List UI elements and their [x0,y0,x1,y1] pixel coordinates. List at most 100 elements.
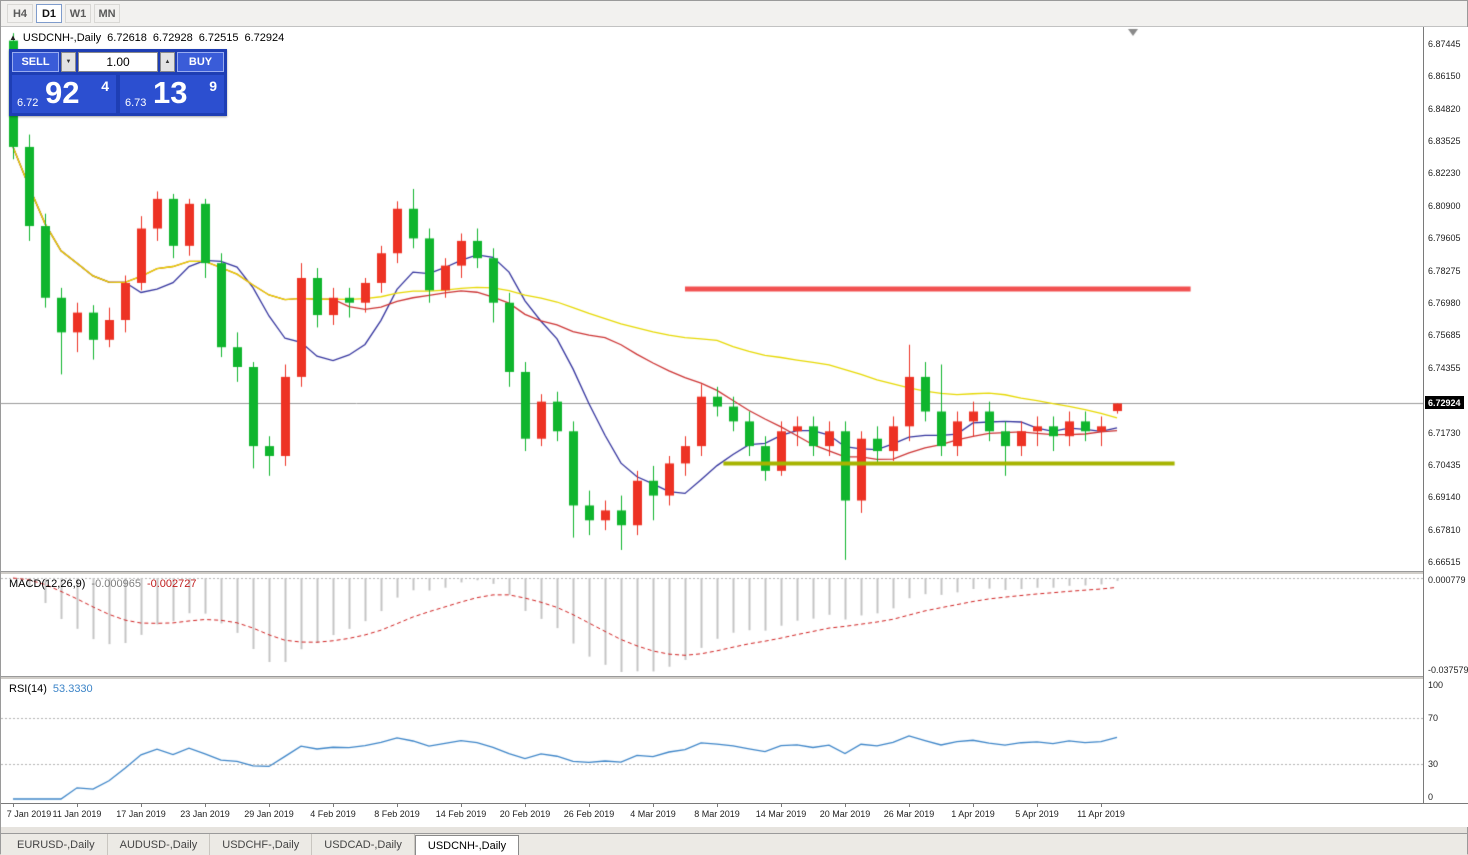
chart-window: 6.87445 6.86150 6.84820 6.83525 6.82230 6.809… [1,27,1468,827]
date-axis-tick [525,804,526,807]
chart-tab-audusd[interactable]: AUDUSD-,Daily [108,834,211,855]
date-axis-label: 4 Mar 2019 [630,809,676,819]
price-axis-label: 6.71730 [1428,428,1461,439]
date-axis-tick [1101,804,1102,807]
date-axis-label: 14 Mar 2019 [755,809,807,819]
price-axis-label: 6.66515 [1428,556,1461,567]
date-axis-label: 7 Jan 2019 [6,809,52,819]
panel-separator[interactable] [1,571,1468,574]
rsi-axis-label: 0 [1428,792,1434,802]
chart-tab-usdcad[interactable]: USDCAD-,Daily [312,834,415,855]
price-axis-label: 6.83525 [1428,136,1461,147]
date-axis[interactable]: 7 Jan 2019 11 Jan 2019 17 Jan 2019 23 Jan 2… [1,803,1468,827]
rsi-indicator-label: RSI(14) 53.3330 [9,683,93,695]
price-axis-label: 6.76980 [1428,298,1461,309]
date-axis-label: 29 Jan 2019 [244,809,294,819]
volume-input[interactable] [78,52,158,72]
buy-price-display[interactable]: 6.73 13 9 [120,75,224,113]
price-axis-label: 6.87445 [1428,39,1461,50]
ohlc-open-value: 6.72618 [107,32,147,44]
ohlc-high-value: 6.72928 [152,32,193,44]
sell-button[interactable]: SELL [12,52,59,72]
buy-price-big-digits: 13 [153,75,188,110]
date-axis-label: 14 Feb 2019 [435,809,487,819]
date-axis-label: 23 Jan 2019 [180,809,230,819]
chart-symbol-label: USDCNH-,Daily [22,32,102,44]
price-axis-label: 6.75685 [1428,330,1461,341]
chart-tab-usdchf[interactable]: USDCHF-,Daily [210,834,313,855]
panel-separator[interactable] [1,676,1468,679]
ohlc-close-value: 6.72924 [244,32,285,44]
price-axis-label: 6.69140 [1428,492,1461,503]
price-axis[interactable]: 6.87445 6.86150 6.84820 6.83525 6.82230 6.809… [1423,27,1468,803]
current-price-tag: 6.72924 [1425,396,1464,410]
chart-tab-eurusd[interactable]: EURUSD-,Daily [5,834,108,855]
date-axis-tick [909,804,910,807]
sell-price-prefix: 6.72 [17,97,39,109]
price-axis-label: 6.82230 [1428,168,1461,179]
price-chart-canvas[interactable] [1,27,1423,571]
date-axis-label: 1 Apr 2019 [951,809,995,819]
price-axis-label: 6.70435 [1428,460,1461,471]
buy-price-prefix: 6.73 [125,97,147,109]
macd-indicator-canvas[interactable] [1,574,1423,676]
price-axis-label: 6.78275 [1428,266,1461,277]
date-axis-label: 8 Feb 2019 [374,809,420,819]
macd-name: MACD(12,26,9) [9,578,86,590]
trade-prices-row: 6.72 92 4 6.73 13 9 [12,75,224,113]
chevron-up-icon: ▲ [164,59,171,65]
date-axis-tick [1037,804,1038,807]
date-axis-label: 8 Mar 2019 [694,809,740,819]
date-axis-tick [333,804,334,807]
volume-decrease-button[interactable]: ▼ [61,52,76,72]
price-axis-label: 6.74355 [1428,363,1461,374]
price-axis-label: 6.84820 [1428,104,1461,115]
trade-controls-row: SELL ▼ ▲ BUY [12,52,224,72]
date-axis-tick [269,804,270,807]
price-axis-label: 6.67810 [1428,524,1461,535]
rsi-axis-label: 100 [1428,680,1444,690]
date-axis-tick [141,804,142,807]
volume-increase-button[interactable]: ▲ [160,52,175,72]
date-axis-tick [653,804,654,807]
one-click-trading-panel: SELL ▼ ▲ BUY 6.72 92 4 6.73 13 9 [9,49,227,116]
date-axis-label: 5 Apr 2019 [1015,809,1059,819]
date-axis-label: 17 Jan 2019 [116,809,166,819]
date-axis-label: 20 Mar 2019 [819,809,871,819]
macd-main-value: -0.000965 [91,578,141,590]
chart-info-line: ▲ USDCNH-,Daily 6.72618 6.72928 6.72515 … [9,32,284,44]
date-axis-tick [973,804,974,807]
date-axis-label: 20 Feb 2019 [499,809,551,819]
sell-price-big-digits: 92 [45,75,80,110]
sell-price-display[interactable]: 6.72 92 4 [12,75,116,113]
date-axis-label: 26 Mar 2019 [883,809,935,819]
date-axis-label: 11 Apr 2019 [1077,809,1125,819]
date-axis-tick [781,804,782,807]
macd-indicator-label: MACD(12,26,9) -0.000965 -0.002727 [9,578,197,590]
rsi-value: 53.3330 [52,683,93,695]
timeframe-button-h4[interactable]: H4 [7,4,33,23]
date-axis-label: 11 Jan 2019 [52,809,102,819]
timeframe-button-mn[interactable]: MN [94,4,120,23]
date-axis-tick [13,804,14,807]
chart-tab-usdcnh[interactable]: USDCNH-,Daily [414,835,520,855]
sell-price-pip-digit: 4 [101,78,109,94]
one-click-collapse-icon[interactable]: ▲ [9,33,17,42]
macd-axis-max-label: 0.000779 [1428,575,1466,585]
price-axis-label: 6.79605 [1428,233,1461,244]
date-axis-tick [845,804,846,807]
buy-button[interactable]: BUY [177,52,224,72]
macd-signal-value: -0.002727 [146,578,197,590]
timeframe-button-d1[interactable]: D1 [36,4,62,23]
date-axis-tick [205,804,206,807]
status-strip [1,827,1467,833]
timeframe-button-w1[interactable]: W1 [65,4,91,23]
ohlc-low-value: 6.72515 [198,32,239,44]
date-axis-tick [397,804,398,807]
date-axis-tick [461,804,462,807]
chart-tab-bar: EURUSD-,Daily AUDUSD-,Daily USDCHF-,Dail… [1,833,1467,855]
chevron-down-icon: ▼ [65,59,72,65]
rsi-indicator-canvas[interactable] [1,679,1423,803]
rsi-axis-label: 70 [1428,712,1439,723]
